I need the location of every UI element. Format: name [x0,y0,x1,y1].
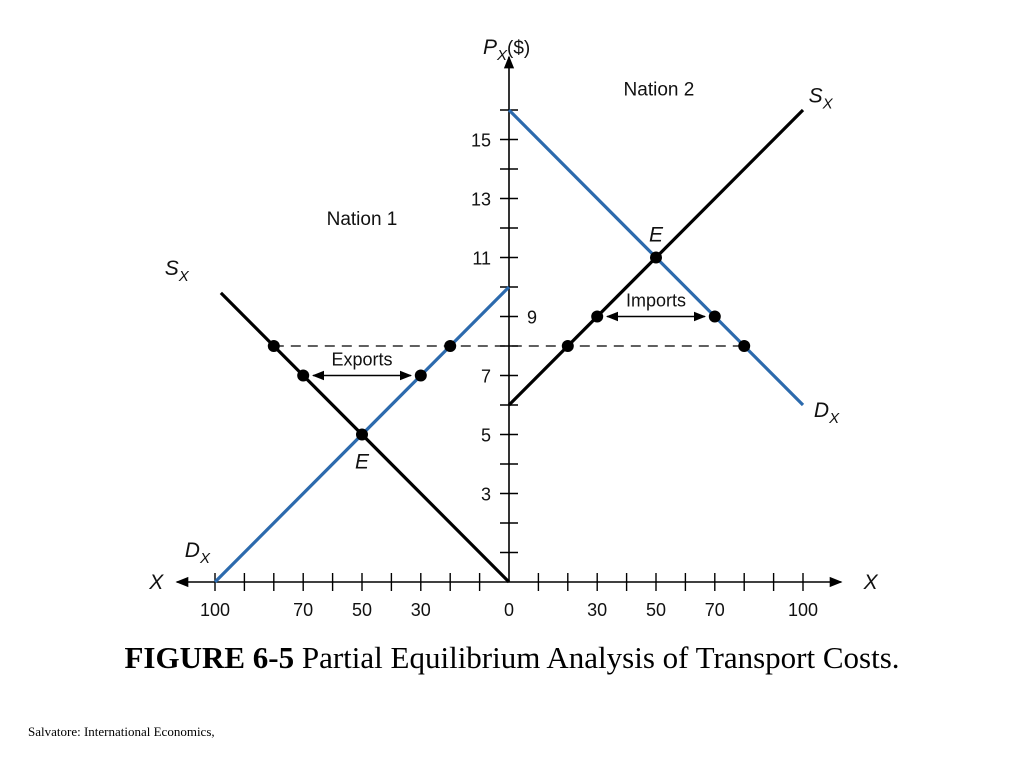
curve-label-sub: X [828,410,840,427]
curve-label-sub: X [822,96,834,113]
nation-label-right: Nation 2 [624,79,695,100]
x-tick-label-right: 100 [788,600,818,620]
data-point-left [414,369,427,382]
data-point-right [591,310,604,323]
y-tick-label: 9 [527,308,537,328]
y-tick-label: 3 [481,485,491,505]
curve-label-main: S [165,257,179,280]
arrow-label-imports: Imports [626,291,686,311]
x-axis-label-right: X [863,571,879,594]
data-point-left [444,340,457,352]
figure-caption-text: Partial Equilibrium Analysis of Transpor… [301,640,900,675]
data-point-right [561,340,574,352]
data-point-left [356,428,368,441]
curve-label-sub: X [178,268,190,285]
curve-label-sub: X [199,550,211,567]
curve-label-d-left: DX [185,539,211,567]
x-tick-label-right: 30 [587,600,607,620]
y-tick-label: 15 [471,131,491,151]
y-axis-label-unit: ($) [507,38,530,59]
y-tick-label: 13 [471,190,491,210]
x-tick-label-left: 70 [293,600,313,620]
x-tick-label-left: 0 [504,600,514,620]
y-axis-label-main: P [483,36,497,59]
arrow-label-exports: Exports [331,350,392,370]
x-tick-label-right: 50 [646,600,666,620]
x-axis-label-left: X [148,571,164,594]
x-tick-label-left: 100 [200,600,230,620]
curve-label-main: D [185,539,200,562]
data-point-left [297,369,310,382]
figure-number: FIGURE 6-5 [124,640,295,675]
data-point-left [267,340,280,352]
data-point-right [650,251,662,264]
curve-label-main: D [814,399,829,422]
figure-caption: FIGURE 6-5 Partial Equilibrium Analysis … [0,640,1024,676]
curve-label-d-right: DX [814,399,840,427]
x-tick-label-right: 70 [705,600,725,620]
x-tick-label-left: 50 [352,600,372,620]
source-note: Salvatore: International Economics, [28,724,215,739]
data-point-right [738,340,751,352]
curve-label-s-left: SX [165,257,190,285]
y-tick-label: 11 [472,249,491,269]
curve-label-s-right: SX [809,85,834,113]
y-tick-label: 5 [481,426,491,446]
y-axis-label-sub: X [496,47,508,64]
x-tick-label-left: 30 [411,600,431,620]
data-point-right [708,310,721,323]
equilibrium-label-right: E [649,224,664,247]
y-axis-label: PX($) [483,36,530,64]
y-tick-label: 7 [481,367,491,387]
curve-label-main: S [809,85,823,108]
nation-label-left: Nation 1 [327,209,398,230]
equilibrium-label-left: E [355,451,370,474]
